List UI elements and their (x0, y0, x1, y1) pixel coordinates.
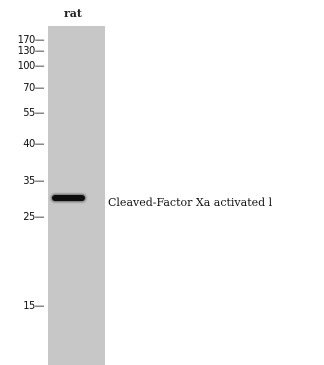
marker-35: 35— (23, 174, 44, 187)
marker-100: 100— (17, 59, 45, 72)
lane-label: rat (64, 7, 83, 20)
marker-40: 40— (23, 137, 44, 150)
marker-130: 130— (17, 44, 45, 57)
marker-70: 70— (23, 81, 44, 94)
protein-band (52, 195, 85, 201)
marker-15: 15— (23, 299, 44, 312)
marker-25: 25— (23, 210, 44, 223)
band-label: Cleaved-Factor Xa activated l (108, 196, 273, 209)
marker-170: 170— (17, 33, 45, 46)
marker-55: 55— (23, 106, 44, 119)
